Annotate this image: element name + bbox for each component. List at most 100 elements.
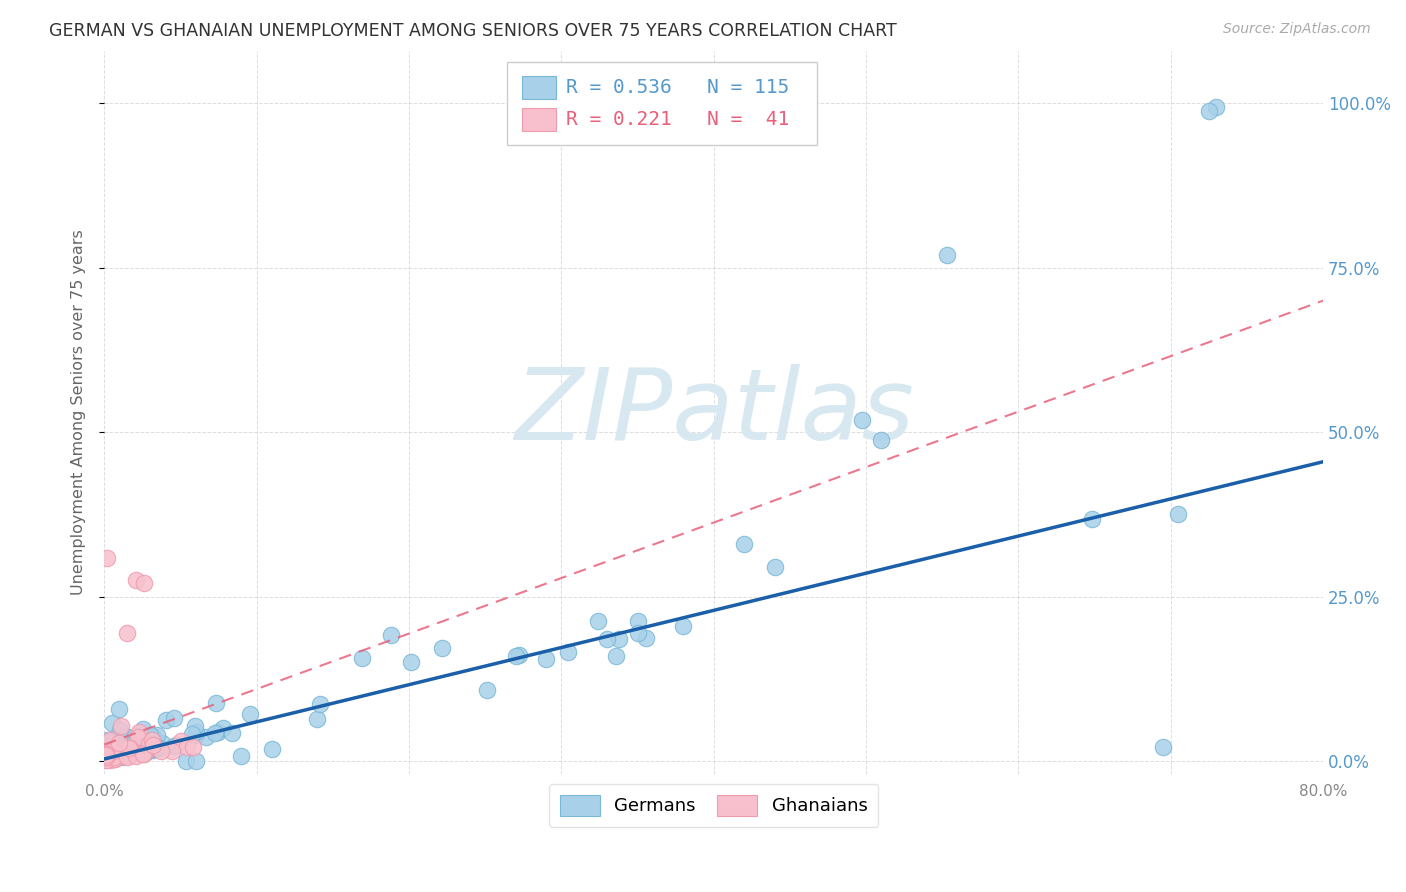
Germans — [94, 743, 117, 757]
Germans — [1152, 739, 1174, 754]
Germans — [96, 732, 118, 747]
Germans — [350, 651, 373, 665]
Ghanaians — [104, 752, 127, 766]
Ghanaians — [118, 741, 141, 756]
Ghanaians — [94, 747, 117, 761]
Germans — [117, 747, 139, 761]
Germans — [110, 723, 132, 737]
Germans — [124, 742, 146, 756]
Germans — [145, 741, 167, 756]
Ghanaians — [176, 740, 198, 755]
Germans — [851, 413, 873, 427]
Ghanaians — [125, 573, 148, 587]
Germans — [96, 739, 118, 753]
Germans — [98, 746, 121, 760]
Germans — [114, 729, 136, 743]
Germans — [149, 740, 172, 755]
Legend: Germans, Ghanaians: Germans, Ghanaians — [550, 784, 879, 827]
Germans — [596, 632, 619, 647]
Germans — [380, 628, 402, 642]
Ghanaians — [103, 750, 125, 764]
Germans — [1205, 99, 1227, 113]
Ghanaians — [124, 748, 146, 763]
Germans — [475, 682, 498, 697]
Text: GERMAN VS GHANAIAN UNEMPLOYMENT AMONG SENIORS OVER 75 YEARS CORRELATION CHART: GERMAN VS GHANAIAN UNEMPLOYMENT AMONG SE… — [49, 22, 897, 40]
Germans — [870, 433, 893, 447]
Germans — [120, 737, 142, 751]
Germans — [432, 640, 454, 655]
Germans — [136, 729, 159, 743]
Germans — [115, 743, 138, 757]
Germans — [207, 725, 229, 739]
Germans — [136, 743, 159, 757]
Germans — [117, 743, 139, 757]
Ghanaians — [162, 744, 184, 758]
Germans — [98, 739, 121, 754]
Germans — [221, 726, 243, 740]
Ghanaians — [170, 734, 193, 748]
Ghanaians — [127, 730, 149, 744]
Y-axis label: Unemployment Among Seniors over 75 years: Unemployment Among Seniors over 75 years — [72, 229, 86, 595]
Ghanaians — [128, 725, 150, 739]
Germans — [117, 743, 139, 757]
Ghanaians — [150, 744, 173, 758]
Ghanaians — [141, 733, 163, 747]
Ghanaians — [122, 745, 145, 759]
Germans — [260, 742, 283, 756]
Germans — [145, 739, 167, 754]
Germans — [557, 645, 579, 659]
Ghanaians — [101, 744, 124, 758]
Ghanaians — [181, 739, 204, 754]
Germans — [103, 751, 125, 765]
Germans — [121, 746, 143, 760]
Germans — [125, 736, 148, 750]
Ghanaians — [115, 750, 138, 764]
FancyBboxPatch shape — [523, 76, 557, 99]
Ghanaians — [108, 736, 131, 750]
Germans — [155, 713, 177, 727]
Germans — [195, 731, 218, 745]
FancyBboxPatch shape — [523, 108, 557, 131]
Germans — [105, 747, 128, 762]
Germans — [184, 725, 207, 739]
Germans — [626, 625, 648, 640]
Germans — [121, 737, 143, 751]
Ghanaians — [120, 741, 142, 756]
Germans — [1198, 104, 1220, 119]
Germans — [114, 747, 136, 762]
Germans — [142, 729, 165, 743]
Germans — [135, 745, 157, 759]
Ghanaians — [94, 753, 117, 767]
Germans — [117, 730, 139, 744]
Germans — [305, 712, 328, 726]
Germans — [935, 247, 957, 261]
Germans — [107, 748, 129, 763]
Germans — [121, 731, 143, 745]
Germans — [184, 754, 207, 768]
Germans — [107, 739, 129, 754]
Ghanaians — [138, 737, 160, 751]
Germans — [114, 742, 136, 756]
Ghanaians — [114, 741, 136, 756]
Ghanaians — [101, 749, 124, 764]
Ghanaians — [94, 748, 117, 763]
Germans — [607, 632, 630, 646]
Ghanaians — [94, 749, 117, 764]
Germans — [605, 648, 627, 663]
Germans — [110, 742, 132, 756]
Text: Source: ZipAtlas.com: Source: ZipAtlas.com — [1223, 22, 1371, 37]
Germans — [115, 737, 138, 751]
Germans — [165, 738, 187, 752]
Germans — [229, 748, 252, 763]
Ghanaians — [94, 747, 117, 762]
Ghanaians — [103, 751, 125, 765]
Germans — [163, 739, 186, 753]
Germans — [239, 706, 262, 721]
Germans — [508, 648, 530, 662]
Ghanaians — [132, 747, 155, 761]
Ghanaians — [107, 749, 129, 764]
Germans — [174, 754, 197, 768]
Germans — [103, 736, 125, 750]
Ghanaians — [142, 738, 165, 752]
Ghanaians — [131, 747, 153, 762]
